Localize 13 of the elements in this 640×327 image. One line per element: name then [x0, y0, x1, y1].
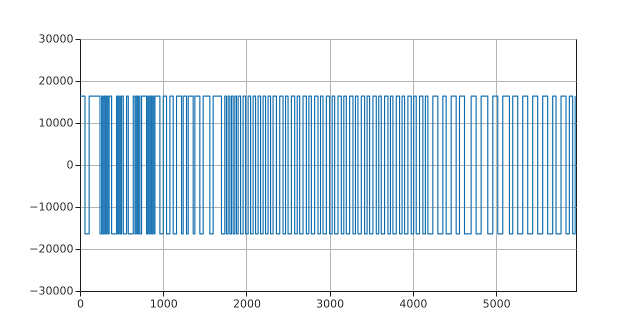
x-tick-label: 4000 [399, 298, 428, 310]
y-tick-label: −30000 [29, 284, 74, 298]
y-tick-label: 10000 [38, 116, 74, 130]
y-tick-label: −20000 [29, 242, 74, 256]
y-tick-label: −10000 [29, 200, 74, 214]
y-tick-label: 20000 [38, 74, 74, 88]
x-tick-label: 3000 [316, 298, 344, 310]
x-tick-label: 2000 [232, 298, 261, 310]
x-tick-label: 1000 [150, 298, 178, 310]
x-tick-label: 0 [77, 298, 84, 310]
y-tick-label: 0 [66, 158, 74, 172]
y-tick-label: 30000 [38, 32, 74, 46]
x-tick-label: 5000 [482, 298, 511, 310]
